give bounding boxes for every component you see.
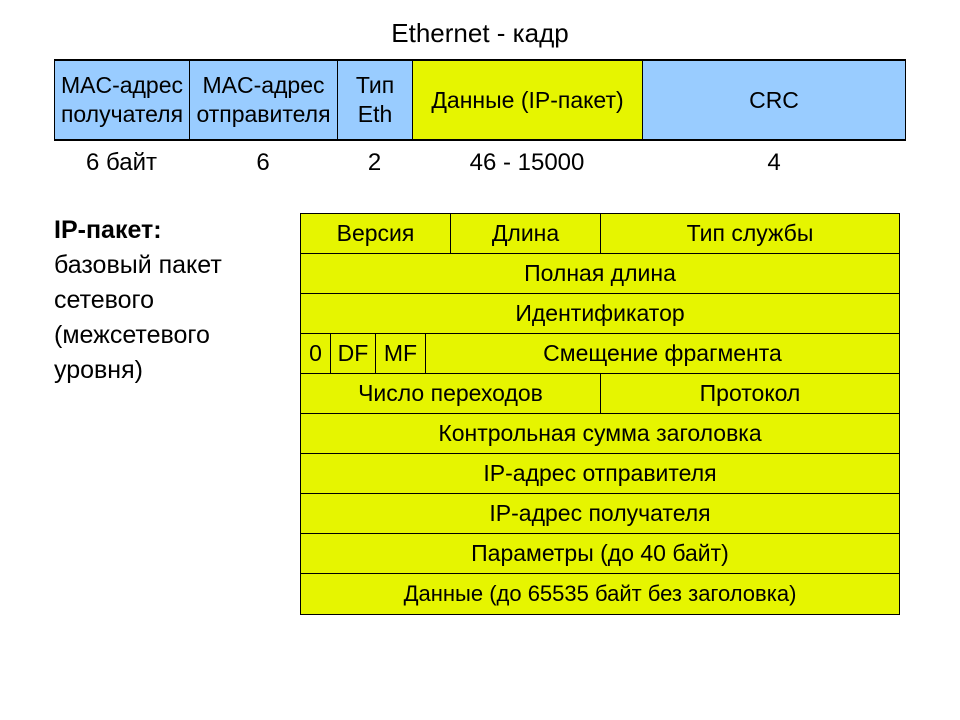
ethernet-sizes: 6 байт 6 2 46 - 15000 4 xyxy=(54,149,906,177)
ip-flag-df: DF xyxy=(331,334,376,373)
eth-field-dst-mac: MAC-адрес получателя xyxy=(55,61,190,139)
ip-field-tos: Тип службы xyxy=(601,214,899,253)
ip-row: Число переходов Протокол xyxy=(301,374,899,414)
ip-field-totallen: Полная длина xyxy=(301,254,899,293)
ip-row: Контрольная сумма заголовка xyxy=(301,414,899,454)
ethernet-frame: MAC-адрес получателя MAC-адрес отправите… xyxy=(54,59,906,141)
page-title: Ethernet - кадр xyxy=(0,18,960,49)
ip-row: IP-адрес получателя xyxy=(301,494,899,534)
ip-row: Идентификатор xyxy=(301,294,899,334)
eth-field-crc: CRC xyxy=(643,61,905,139)
ip-field-dstip: IP-адрес получателя xyxy=(301,494,899,533)
ip-row: Параметры (до 40 байт) xyxy=(301,534,899,574)
eth-field-label: MAC-адрес xyxy=(202,71,324,100)
eth-size: 6 байт xyxy=(54,149,189,177)
ip-row: IP-адрес отправителя xyxy=(301,454,899,494)
ip-area: IP-пакет: базовый пакет сетевого (межсет… xyxy=(0,213,960,615)
eth-field-ethtype: Тип Eth xyxy=(338,61,413,139)
eth-size: 4 xyxy=(642,149,906,177)
ip-field-version: Версия xyxy=(301,214,451,253)
ip-row: Полная длина xyxy=(301,254,899,294)
ip-field-protocol: Протокол xyxy=(601,374,899,413)
page: Ethernet - кадр MAC-адрес получателя MAC… xyxy=(0,0,960,720)
eth-field-label: CRC xyxy=(749,86,799,115)
eth-field-payload: Данные (IP-пакет) xyxy=(413,61,643,139)
eth-field-label: Данные (IP-пакет) xyxy=(431,86,623,115)
ip-field-fragoffset: Смещение фрагмента xyxy=(426,334,899,373)
eth-size: 46 - 15000 xyxy=(412,149,642,177)
ip-field-length: Длина xyxy=(451,214,601,253)
eth-field-label: MAC-адрес xyxy=(61,71,183,100)
ip-row: Данные (до 65535 байт без заголовка) xyxy=(301,574,899,614)
ip-packet-table: Версия Длина Тип службы Полная длина Иде… xyxy=(300,213,900,615)
eth-field-src-mac: MAC-адрес отправителя xyxy=(190,61,338,139)
eth-field-label: Eth xyxy=(358,100,393,129)
ip-field-ident: Идентификатор xyxy=(301,294,899,333)
ip-field-srcip: IP-адрес отправителя xyxy=(301,454,899,493)
ip-desc-body: базовый пакет сетевого (межсетевого уров… xyxy=(54,251,222,384)
ip-row: 0 DF MF Смещение фрагмента xyxy=(301,334,899,374)
ip-field-checksum: Контрольная сумма заголовка xyxy=(301,414,899,453)
ip-flag-mf: MF xyxy=(376,334,426,373)
ip-desc-header: IP-пакет: xyxy=(54,216,162,244)
ip-flag-zero: 0 xyxy=(301,334,331,373)
eth-size: 2 xyxy=(337,149,412,177)
ip-description: IP-пакет: базовый пакет сетевого (межсет… xyxy=(0,213,300,615)
eth-field-label: Тип xyxy=(356,71,394,100)
ip-field-options: Параметры (до 40 байт) xyxy=(301,534,899,573)
eth-size: 6 xyxy=(189,149,337,177)
ip-row: Версия Длина Тип службы xyxy=(301,214,899,254)
eth-field-label: получателя xyxy=(61,100,183,129)
eth-field-label: отправителя xyxy=(196,100,330,129)
ip-field-data: Данные (до 65535 байт без заголовка) xyxy=(301,574,899,614)
ip-field-ttl: Число переходов xyxy=(301,374,601,413)
